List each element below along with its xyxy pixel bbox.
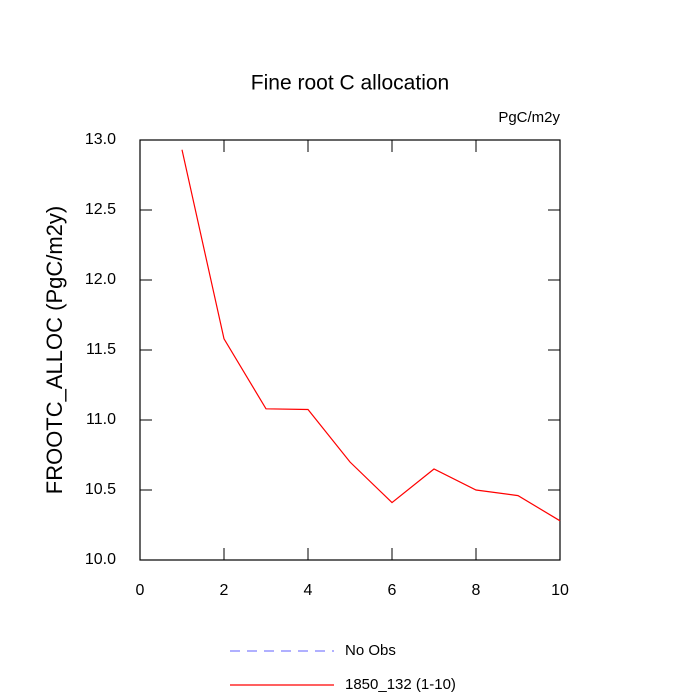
x-tick-label: 6 [388,582,397,599]
units-label: PgC/m2y [498,109,560,126]
x-tick-label: 4 [304,582,313,599]
chart-title: Fine root C allocation [251,72,449,95]
y-axis-label: FROOTC_ALLOC (PgC/m2y) [42,206,67,495]
x-tick-label: 2 [220,582,229,599]
y-tick-label: 10.0 [85,551,116,568]
plot-frame [139,139,561,561]
legend-label: 1850_132 (1-10) [345,676,456,693]
series-line [181,149,561,522]
y-tick-label: 12.0 [85,271,116,288]
y-tick-label: 13.0 [85,131,116,148]
y-tick-label: 11.0 [86,411,116,428]
y-tick-label: 10.5 [85,481,116,498]
y-tick-label: 12.5 [85,201,116,218]
x-tick-label: 8 [472,582,481,599]
legend-label: No Obs [345,642,396,659]
x-tick-label: 10 [551,582,569,599]
y-tick-label: 11.5 [86,341,116,358]
x-tick-label: 0 [136,582,145,599]
